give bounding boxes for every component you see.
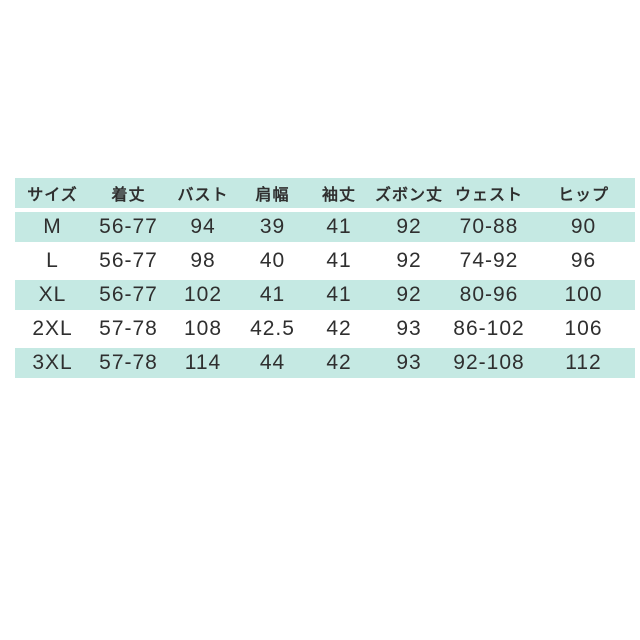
- table-cell: 92: [372, 246, 446, 276]
- table-cell: 44: [239, 348, 306, 378]
- size-label: 3XL: [15, 348, 90, 378]
- table-cell: 74-92: [446, 246, 532, 276]
- size-label: 2XL: [15, 314, 90, 344]
- table-cell: 56-77: [90, 280, 167, 310]
- column-header-pants-length: ズボン丈: [372, 178, 446, 208]
- table-cell: 92: [372, 212, 446, 242]
- column-header-sleeve-length: 袖丈: [306, 178, 372, 208]
- table-row-l: L 56-77 98 40 41 92 74-92 96: [15, 246, 635, 276]
- table-cell: 41: [306, 280, 372, 310]
- table-cell: 56-77: [90, 246, 167, 276]
- table-cell: 41: [306, 212, 372, 242]
- table-cell: 39: [239, 212, 306, 242]
- table-cell: 92: [372, 280, 446, 310]
- table-cell: 102: [167, 280, 239, 310]
- size-chart-table: サイズ 着丈 バスト 肩幅 袖丈 ズボン丈 ウェスト ヒップ M 56-77 9…: [15, 174, 635, 382]
- table-cell: 92-108: [446, 348, 532, 378]
- table-cell: 93: [372, 314, 446, 344]
- table-row-3xl: 3XL 57-78 114 44 42 93 92-108 112: [15, 348, 635, 378]
- table-cell: 40: [239, 246, 306, 276]
- column-header-hip: ヒップ: [532, 178, 635, 208]
- table-cell: 114: [167, 348, 239, 378]
- table-cell: 41: [306, 246, 372, 276]
- table-cell: 57-78: [90, 314, 167, 344]
- column-header-bust: バスト: [167, 178, 239, 208]
- table-cell: 41: [239, 280, 306, 310]
- table-cell: 90: [532, 212, 635, 242]
- table-cell: 98: [167, 246, 239, 276]
- table-cell: 106: [532, 314, 635, 344]
- table-cell: 100: [532, 280, 635, 310]
- size-label: M: [15, 212, 90, 242]
- size-label: L: [15, 246, 90, 276]
- column-header-shoulder-width: 肩幅: [239, 178, 306, 208]
- table-cell: 96: [532, 246, 635, 276]
- table-cell: 70-88: [446, 212, 532, 242]
- column-header-size: サイズ: [15, 178, 90, 208]
- table-row-2xl: 2XL 57-78 108 42.5 42 93 86-102 106: [15, 314, 635, 344]
- table-cell: 42.5: [239, 314, 306, 344]
- column-header-body-length: 着丈: [90, 178, 167, 208]
- table-cell: 93: [372, 348, 446, 378]
- table-cell: 57-78: [90, 348, 167, 378]
- size-label: XL: [15, 280, 90, 310]
- table-row-xl: XL 56-77 102 41 41 92 80-96 100: [15, 280, 635, 310]
- table-cell: 42: [306, 314, 372, 344]
- table-cell: 112: [532, 348, 635, 378]
- column-header-waist: ウェスト: [446, 178, 532, 208]
- table-cell: 56-77: [90, 212, 167, 242]
- table-cell: 42: [306, 348, 372, 378]
- header-row: サイズ 着丈 バスト 肩幅 袖丈 ズボン丈 ウェスト ヒップ: [15, 178, 635, 208]
- table-cell: 94: [167, 212, 239, 242]
- table-cell: 108: [167, 314, 239, 344]
- table-row-m: M 56-77 94 39 41 92 70-88 90: [15, 212, 635, 242]
- table-cell: 86-102: [446, 314, 532, 344]
- table-cell: 80-96: [446, 280, 532, 310]
